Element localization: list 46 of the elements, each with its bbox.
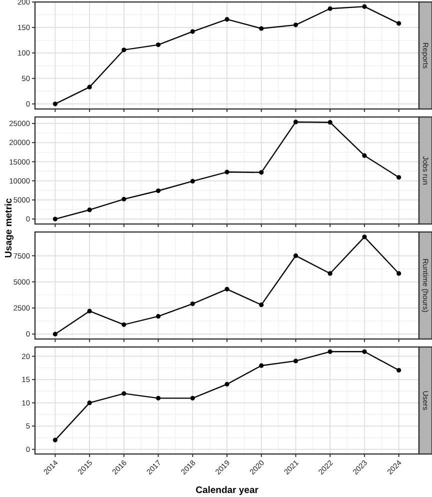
point bbox=[293, 22, 298, 28]
point bbox=[224, 17, 230, 22]
point bbox=[52, 332, 58, 336]
point bbox=[396, 271, 402, 276]
point bbox=[293, 253, 298, 258]
point bbox=[52, 438, 58, 442]
point bbox=[328, 6, 332, 11]
point bbox=[87, 208, 92, 212]
point bbox=[87, 308, 92, 314]
point bbox=[328, 120, 332, 125]
point bbox=[52, 102, 58, 106]
point bbox=[259, 26, 264, 31]
point bbox=[259, 170, 264, 175]
y-axis-title: Usage metric bbox=[3, 198, 14, 258]
point bbox=[224, 382, 230, 387]
point bbox=[224, 170, 230, 174]
point bbox=[259, 302, 264, 308]
point bbox=[122, 322, 126, 327]
point bbox=[362, 153, 367, 158]
point bbox=[362, 234, 367, 240]
point bbox=[396, 368, 402, 373]
point bbox=[396, 175, 402, 180]
point bbox=[190, 29, 195, 34]
point bbox=[293, 358, 298, 364]
point bbox=[293, 120, 298, 124]
point bbox=[190, 178, 195, 184]
point bbox=[122, 391, 126, 396]
point bbox=[259, 363, 264, 368]
point bbox=[328, 349, 332, 354]
point bbox=[362, 4, 367, 9]
point bbox=[224, 286, 230, 292]
x-axis-title: Calendar year bbox=[196, 485, 259, 496]
point bbox=[122, 48, 126, 52]
point bbox=[156, 314, 161, 319]
point bbox=[190, 301, 195, 306]
point bbox=[87, 84, 92, 90]
point bbox=[328, 271, 332, 276]
point bbox=[156, 396, 161, 400]
point bbox=[52, 216, 58, 222]
point bbox=[362, 349, 367, 354]
point bbox=[396, 21, 402, 26]
point bbox=[156, 42, 161, 48]
point bbox=[122, 196, 126, 202]
point bbox=[87, 400, 92, 406]
point bbox=[190, 396, 195, 400]
point bbox=[156, 188, 161, 194]
